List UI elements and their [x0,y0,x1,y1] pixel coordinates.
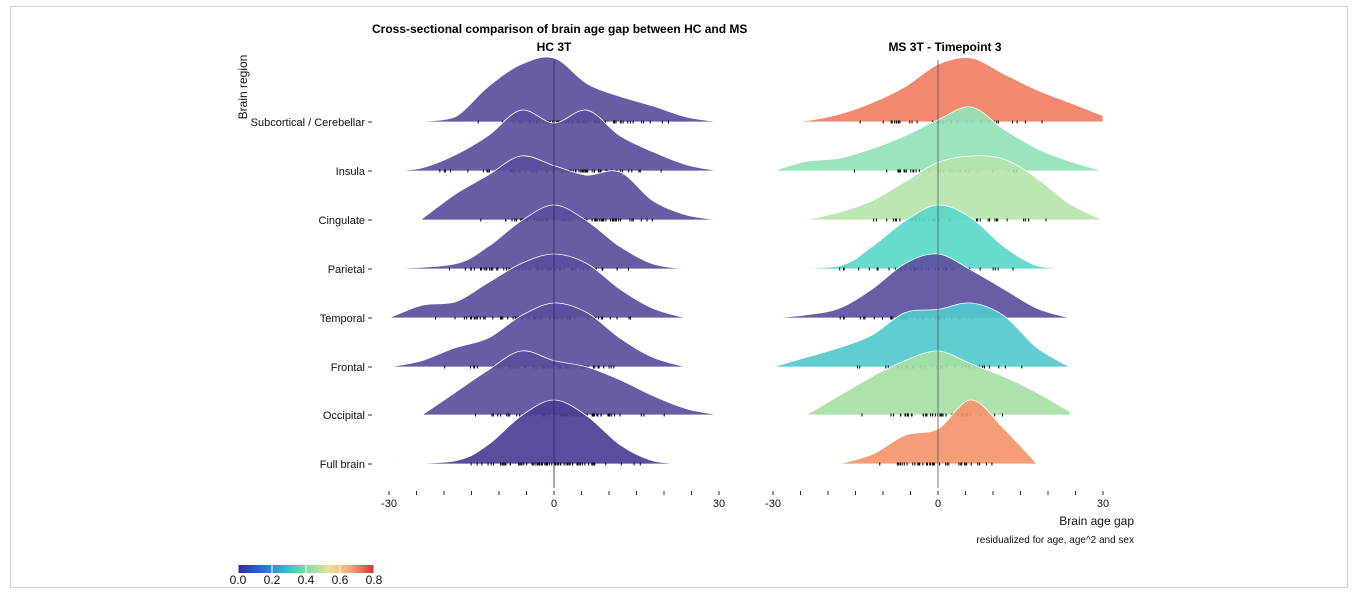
x-axis-label: Brain age gap [1059,514,1134,528]
density-temporal [388,253,687,319]
row-label: Temporal [320,313,365,325]
x-tick-label: 30 [713,498,725,510]
x-axis-caption: residualized for age, age^2 and sex [976,535,1134,546]
density-cingulate [421,155,720,221]
panel-ms [772,57,1104,488]
figure-frame [10,6,1348,588]
panel-title-ms: MS 3T - Timepoint 3 [888,40,1001,54]
density-cingulate [805,155,1104,221]
x-axes: -30 0 30 -30 0 30 [381,491,1109,510]
row-label: Frontal [331,362,365,374]
colorbar-tick-label: 0.2 [264,573,281,587]
colorbar-tick-label: 0.0 [230,573,247,587]
x-tick-label: 30 [1097,498,1109,510]
density-subcortical-cerebellar [421,56,720,123]
row-label: Insula [336,166,366,178]
ridges-layer [388,56,1104,488]
row-label: Full brain [320,459,365,471]
row-label: Cingulate [319,215,365,227]
rug-ticks [879,462,993,466]
colorbar-tick-label: 0.8 [366,573,383,587]
x-tick-label: 0 [935,498,941,510]
row-label: Subcortical / Cerebellar [251,117,366,129]
panel-hc [388,56,720,488]
colorbar-tick-label: 0.4 [298,573,315,587]
x-tick-label: 0 [551,498,557,510]
row-label: Parietal [328,264,365,276]
x-tick-label: -30 [765,498,781,510]
chart-title: Cross-sectional comparison of brain age … [372,22,747,36]
y-axis-label: Brain region [236,55,250,120]
x-tick-label: -30 [381,498,397,510]
row-label: Occipital [323,410,365,422]
row-labels: Subcortical / Cerebellar Insula Cingulate P… [251,117,372,471]
rug-ticks [470,462,641,466]
colorbar: 0.0 0.2 0.4 0.6 0.8 [230,565,383,587]
density-temporal [772,253,1071,319]
density-frontal [772,302,1072,368]
density-frontal [388,302,687,368]
density-occipital [420,350,720,416]
panel-title-hc: HC 3T [537,40,572,54]
colorbar-tick-label: 0.6 [332,573,349,587]
